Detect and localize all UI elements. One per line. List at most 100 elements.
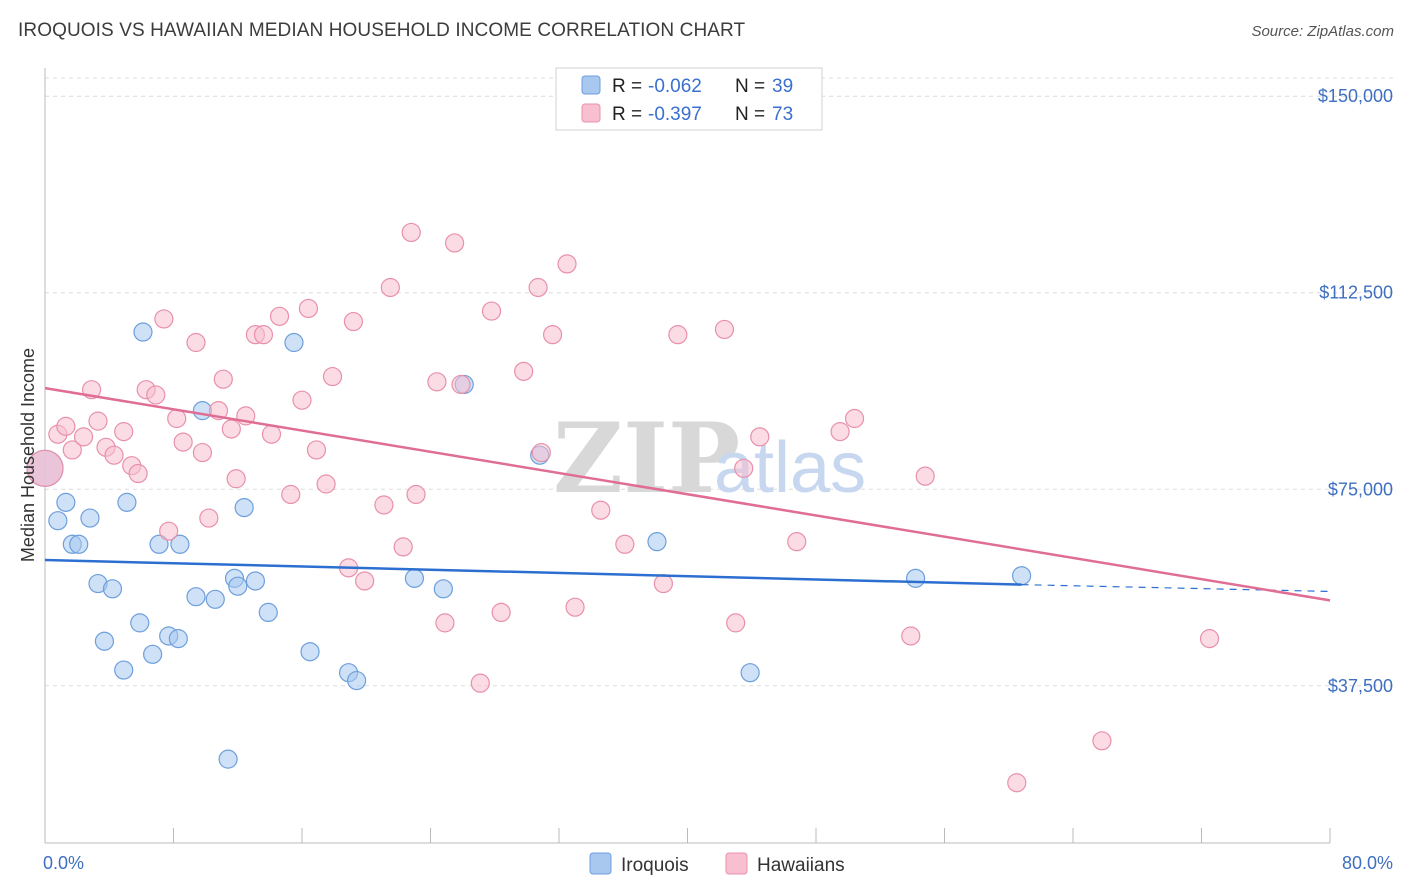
iroquois-trend-line: [44, 558, 1022, 586]
hawaiians-point: [173, 432, 193, 452]
hawaiians-point: [261, 424, 282, 444]
legend-box: R = -0.062 N = 39 R = -0.397 N = 73: [555, 67, 823, 131]
bottom-legend-hawaiians-swatch: [725, 852, 748, 875]
x-tick-label-min: 0.0%: [43, 853, 84, 873]
iroquois-point: [48, 511, 68, 531]
hawaiians-point: [253, 325, 274, 345]
iroquois-point: [1011, 566, 1032, 586]
legend-hawaiians-swatch: [581, 103, 601, 123]
hawaiians-point: [306, 440, 327, 460]
hawaiians-point: [199, 508, 219, 528]
legend-iroquois-n-label: N =: [735, 76, 765, 97]
hawaiians-point: [1007, 773, 1027, 793]
y-tick-label: $37,500: [1328, 676, 1393, 696]
iroquois-point: [114, 660, 134, 680]
iroquois-point: [186, 587, 206, 607]
hawaiians-point: [901, 626, 921, 646]
iroquois-point: [647, 532, 667, 552]
bottom-legend-iroquois-swatch: [589, 852, 612, 875]
hawaiians-point: [435, 613, 455, 633]
hawaiians-point: [298, 298, 319, 319]
y-axis-title: Median Household Income: [18, 348, 38, 562]
hawaiians-point: [557, 254, 577, 274]
hawaiians-point: [427, 372, 447, 392]
hawaiians-point: [26, 449, 64, 487]
hawaiians-point: [167, 408, 187, 429]
hawaiians-point: [159, 521, 179, 541]
iroquois-point: [433, 579, 453, 599]
iroquois-point: [228, 576, 248, 596]
hawaiians-point: [192, 442, 213, 463]
hawaiians-point: [146, 385, 166, 405]
iroquois-point: [218, 749, 238, 769]
grid-lines: [45, 77, 1395, 687]
iroquois-point: [205, 589, 225, 609]
hawaiians-point: [292, 390, 312, 410]
iroquois-point: [94, 631, 115, 651]
hawaiians-point: [104, 445, 124, 465]
hawaiians-point: [750, 427, 770, 447]
iroquois-point: [234, 497, 254, 518]
hawaiians-point: [528, 277, 548, 298]
hawaiians-point: [444, 233, 465, 253]
iroquois-point: [133, 322, 153, 342]
hawaiians-point: [787, 532, 807, 552]
iroquois-trend-extension: [1021, 584, 1331, 593]
hawaiians-point: [491, 602, 511, 623]
y-tick-label: $75,000: [1328, 479, 1393, 499]
x-tick-labels: 0.0% 80.0%: [43, 853, 1393, 873]
legend-hawaiians-n-label: N =: [735, 104, 765, 125]
iroquois-point: [258, 602, 278, 623]
iroquois-point: [102, 579, 123, 599]
hawaiians-point: [406, 484, 426, 505]
hawaiians-point: [128, 463, 148, 484]
hawaiians-point: [401, 222, 421, 243]
hawaiians-point: [393, 537, 413, 557]
hawaiians-point: [154, 309, 174, 329]
hawaiians-point: [88, 411, 108, 431]
iroquois-point: [168, 629, 188, 649]
hawaiians-point: [481, 301, 502, 321]
hawaiians-point: [186, 332, 206, 353]
hawaiians-point: [73, 427, 94, 447]
legend-iroquois-swatch: [581, 75, 601, 95]
iroquois-point: [56, 492, 76, 512]
hawaiians-point: [830, 422, 850, 442]
hawaiians-point: [514, 361, 534, 381]
legend-hawaiians-n-value: 73: [772, 104, 793, 125]
hawaiians-point: [565, 597, 585, 617]
hawaiians-point: [734, 458, 754, 478]
iroquois-point: [740, 663, 760, 683]
iroquois-point: [69, 534, 89, 554]
iroquois-point: [80, 508, 100, 528]
iroquois-point: [170, 534, 190, 554]
y-tick-label: $150,000: [1318, 86, 1393, 106]
legend-iroquois-n-value: 39: [772, 76, 793, 97]
hawaiians-point: [915, 466, 935, 486]
hawaiians-point: [1199, 629, 1220, 649]
hawaiians-point: [668, 325, 688, 345]
hawaiians-point: [542, 325, 563, 345]
y-tick-labels: $37,500 $75,000 $112,500 $150,000: [1318, 86, 1393, 696]
iroquois-point: [284, 332, 304, 353]
hawaiians-point: [343, 311, 363, 332]
hawaiians-point: [844, 408, 865, 429]
legend-hawaiians-r-label: R =: [612, 104, 642, 125]
hawaiians-point: [56, 416, 76, 436]
iroquois-points: [26, 322, 1032, 769]
hawaiians-point: [380, 277, 400, 298]
iroquois-point: [905, 568, 926, 588]
hawaiians-point: [726, 613, 746, 633]
hawaiians-point: [714, 319, 735, 340]
hawaiians-point: [62, 440, 82, 460]
iroquois-point: [347, 670, 367, 691]
hawaiians-point: [221, 419, 241, 439]
hawaiians-trend-line: [44, 386, 1331, 602]
iroquois-point: [192, 401, 213, 421]
hawaiians-point: [269, 306, 290, 326]
hawaiians-point: [322, 366, 343, 387]
legend-iroquois-r-label: R =: [612, 76, 642, 97]
legend-hawaiians-r-value: -0.397: [648, 104, 702, 125]
x-tick-label-max: 80.0%: [1342, 853, 1393, 873]
